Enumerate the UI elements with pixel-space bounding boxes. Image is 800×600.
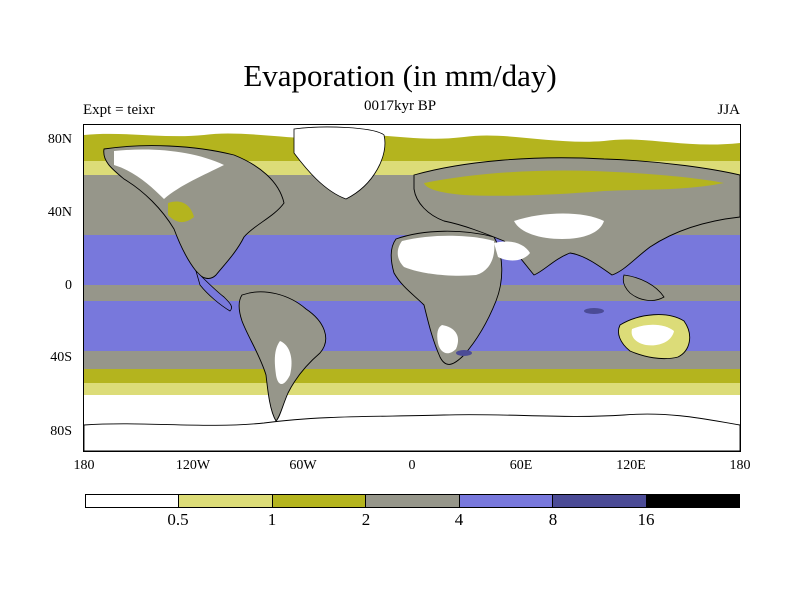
kalahari-dry-region [437,325,459,354]
map-canvas [84,125,740,451]
map-subtitle: 0017kyr BP [363,98,437,114]
antarctica-land [84,413,740,451]
andes-dry-region [274,341,292,384]
colorbar-label: 16 [637,510,655,529]
south-band [84,369,740,387]
lat-tick-label: 40S [50,350,72,365]
lon-tick-label: 180 [73,458,95,473]
experiment-label: Expt = teixr [83,102,155,118]
arctic-region [84,125,740,145]
mid-s-band [84,351,740,373]
greenland-land [293,126,386,200]
lon-tick-label: 120W [175,458,211,473]
arabia-dry-region [494,241,530,261]
season-label: JJA [717,102,740,118]
canada-dry-region [114,149,224,199]
central-america-land [195,269,232,312]
colorbar-swatch [272,495,367,507]
lon-tick-label: 180 [729,458,751,473]
colorbar-label: 4 [454,510,464,529]
maritime-continent-land [622,274,665,301]
central-asia-dry-region [514,213,604,239]
lat-tick-label: 80N [47,132,72,147]
lat-tick-label: 80S [50,424,72,439]
colorbar-label: 2 [361,510,371,529]
siberia-region [424,170,724,196]
lon-tick-label: 0 [408,458,416,473]
colorbar-swatch [366,495,460,507]
colorbar [85,494,740,508]
lat-tick-label: 0 [65,278,72,293]
map-title: Evaporation (in mm/day) [243,58,557,93]
colorbar-swatch [646,495,739,507]
colorbar-label: 1 [267,510,277,529]
australia-dry-region [631,324,674,346]
na-interior-region [168,201,194,223]
indian-ocean-max [584,308,604,314]
colorbar-label: 0.5 [167,510,189,529]
colorbar-swatch [553,495,647,507]
lat-tick-label: 40N [47,205,72,220]
colorbar-label: 8 [548,510,558,529]
south-atlantic-max [456,350,472,356]
south-band-light [84,383,740,397]
colorbar-swatch [86,495,180,507]
colorbar-swatch [179,495,273,507]
evaporation-map [83,124,741,452]
colorbar-swatch [459,495,554,507]
lon-tick-label: 120E [616,458,646,473]
sahara-dry-region [397,235,495,276]
lon-tick-label: 60W [289,458,317,473]
lon-tick-label: 60E [509,458,533,473]
